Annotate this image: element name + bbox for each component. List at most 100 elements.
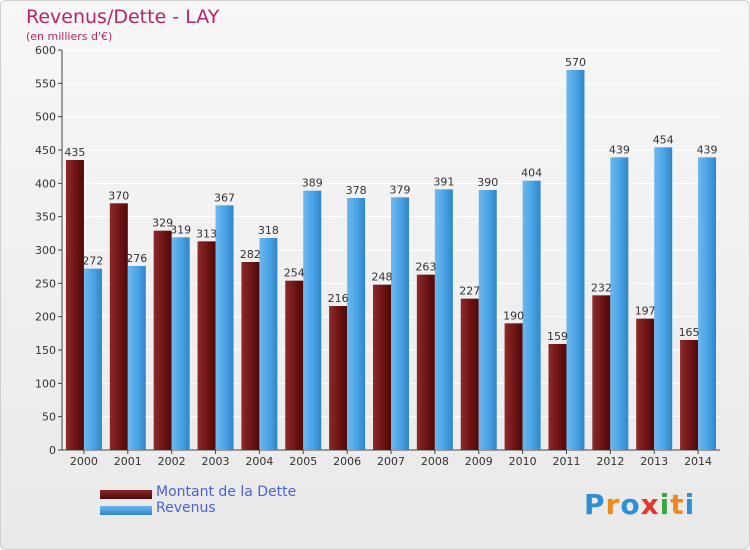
data-label-dette: 216 bbox=[328, 292, 349, 305]
data-label-revenus: 378 bbox=[346, 184, 367, 197]
y-tick-label: 550 bbox=[35, 77, 56, 90]
bar-revenus bbox=[215, 205, 234, 450]
logo-letter: t bbox=[670, 488, 685, 521]
proxiti-logo: Proxiti bbox=[584, 488, 695, 521]
x-tick-label: 2007 bbox=[377, 455, 405, 468]
bar-revenus bbox=[698, 157, 717, 451]
data-label-revenus: 404 bbox=[521, 167, 542, 180]
data-label-dette: 282 bbox=[240, 248, 261, 261]
bar-dette bbox=[65, 160, 84, 450]
bar-revenus bbox=[347, 198, 366, 450]
bar-dette bbox=[241, 262, 260, 450]
data-label-dette: 232 bbox=[591, 281, 612, 294]
data-label-revenus: 379 bbox=[390, 183, 411, 196]
x-tick-label: 2013 bbox=[640, 455, 668, 468]
bar-dette bbox=[636, 318, 655, 450]
x-tick-label: 2011 bbox=[552, 455, 580, 468]
y-tick-label: 450 bbox=[35, 144, 56, 157]
data-label-revenus: 272 bbox=[82, 255, 103, 268]
data-label-revenus: 319 bbox=[170, 223, 191, 236]
bar-dette bbox=[329, 306, 348, 450]
bar-dette bbox=[548, 344, 567, 450]
y-tick-label: 50 bbox=[42, 411, 56, 424]
y-tick-label: 200 bbox=[35, 311, 56, 324]
x-tick-label: 2004 bbox=[245, 455, 273, 468]
x-tick-label: 2006 bbox=[333, 455, 361, 468]
y-tick-label: 600 bbox=[35, 44, 56, 57]
x-tick-label: 2000 bbox=[70, 455, 98, 468]
data-label-dette: 313 bbox=[196, 227, 217, 240]
y-tick-label: 0 bbox=[49, 444, 56, 457]
data-label-dette: 248 bbox=[372, 271, 393, 284]
legend-swatch-dette bbox=[100, 490, 152, 499]
data-label-revenus: 389 bbox=[302, 177, 323, 190]
x-tick-label: 2002 bbox=[158, 455, 186, 468]
bar-revenus bbox=[654, 147, 673, 451]
bar-dette bbox=[592, 295, 611, 450]
bar-dette bbox=[373, 284, 391, 450]
data-label-dette: 197 bbox=[635, 305, 656, 318]
chart-title: Revenus/Dette - LAY bbox=[26, 6, 220, 28]
bar-dette bbox=[416, 274, 435, 450]
data-label-dette: 329 bbox=[152, 217, 173, 230]
legend-label-revenus: Revenus bbox=[156, 500, 216, 516]
x-tick-label: 2008 bbox=[421, 455, 449, 468]
logo-letter: r bbox=[605, 488, 621, 521]
logo-letter: x bbox=[640, 488, 660, 521]
data-label-revenus: 439 bbox=[697, 143, 718, 156]
logo-letter: P bbox=[584, 488, 606, 521]
legend-label-dette: Montant de la Dette bbox=[156, 484, 297, 500]
bar-revenus bbox=[303, 190, 322, 450]
bar-revenus bbox=[83, 268, 102, 450]
x-tick-label: 2010 bbox=[509, 455, 537, 468]
bar-revenus bbox=[566, 70, 585, 450]
data-label-revenus: 439 bbox=[609, 143, 630, 156]
bar-dette bbox=[197, 241, 216, 450]
bar-revenus bbox=[434, 189, 453, 451]
y-tick-label: 100 bbox=[35, 377, 56, 390]
logo-letter: o bbox=[620, 488, 641, 521]
bar-dette bbox=[153, 230, 172, 450]
x-tick-label: 2012 bbox=[596, 455, 624, 468]
bar-dette bbox=[285, 280, 304, 450]
bar-dette bbox=[460, 298, 479, 450]
x-tick-label: 2001 bbox=[114, 455, 142, 468]
data-label-dette: 370 bbox=[108, 189, 129, 202]
y-tick-label: 300 bbox=[35, 244, 56, 257]
data-label-revenus: 367 bbox=[214, 191, 235, 204]
bar-dette bbox=[504, 323, 523, 450]
data-label-dette: 159 bbox=[547, 330, 568, 343]
data-label-revenus: 276 bbox=[126, 252, 147, 265]
x-tick-label: 2005 bbox=[289, 455, 317, 468]
data-label-dette: 254 bbox=[284, 267, 305, 280]
data-label-dette: 165 bbox=[679, 326, 700, 339]
data-label-revenus: 391 bbox=[433, 175, 454, 188]
bar-dette bbox=[109, 203, 128, 450]
y-tick-label: 150 bbox=[35, 344, 56, 357]
bar-dette bbox=[680, 340, 699, 450]
data-label-dette: 190 bbox=[503, 309, 524, 322]
bar-revenus bbox=[171, 237, 190, 450]
data-label-revenus: 318 bbox=[258, 224, 279, 237]
logo-letter: i bbox=[659, 488, 671, 521]
bar-revenus bbox=[127, 266, 146, 450]
data-label-dette: 263 bbox=[415, 261, 436, 274]
x-tick-label: 2003 bbox=[202, 455, 230, 468]
y-tick-label: 500 bbox=[35, 111, 56, 124]
data-label-revenus: 570 bbox=[565, 56, 586, 69]
y-tick-label: 350 bbox=[35, 211, 56, 224]
data-label-dette: 227 bbox=[459, 285, 480, 298]
bar-revenus bbox=[259, 238, 278, 450]
chart-subtitle: (en milliers d'€) bbox=[26, 30, 113, 43]
data-label-revenus: 454 bbox=[653, 133, 674, 146]
x-tick-label: 2014 bbox=[684, 455, 712, 468]
y-tick-label: 250 bbox=[35, 277, 56, 290]
data-label-dette: 435 bbox=[64, 146, 85, 159]
axes: 0 50 100 150 200 250 300 350 400 450 500 550 600 2000… bbox=[35, 44, 720, 468]
bar-revenus bbox=[478, 190, 497, 450]
legend-swatch-revenus bbox=[100, 506, 152, 515]
bar-revenus bbox=[391, 197, 409, 450]
logo-letter: i bbox=[684, 488, 696, 521]
